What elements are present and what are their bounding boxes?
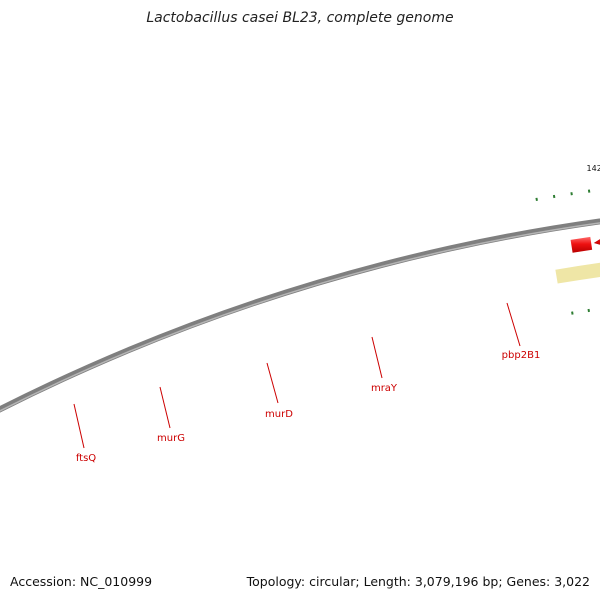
- accession-label: Accession: NC_010999: [10, 574, 153, 589]
- backbone-highlight: [0, 222, 600, 412]
- gene-leader-line: [266, 362, 279, 404]
- gene-label: murG: [157, 433, 185, 444]
- gene-labels: pbp2B1 mraY murD murG ftsQ: [73, 302, 541, 464]
- gene-block-faded: [555, 262, 600, 284]
- cds-arrow-partial: [570, 236, 593, 253]
- kbp-ruler: 1422 kbp1423 kbp1424 kbp1425 kbp1426 kbp…: [535, 164, 600, 202]
- cds-track: [570, 236, 600, 253]
- gene-label: mraY: [371, 383, 398, 394]
- gene-label: ftsQ: [76, 453, 96, 464]
- topology-label: Topology: circular; Length: 3,079,196 bp…: [246, 574, 590, 589]
- gene-leader-line: [371, 336, 383, 379]
- gene-leader-line: [159, 386, 171, 429]
- gene-leader-line: [73, 403, 85, 449]
- cds-arrow: [593, 239, 600, 245]
- map-title: Lactobacillus casei BL23, complete genom…: [146, 10, 454, 26]
- ruler-minor-tick: [535, 197, 538, 202]
- gene-label: pbp2B1: [502, 350, 541, 361]
- gene-leader-line: [506, 302, 521, 347]
- backbone-arc: [0, 218, 600, 413]
- gene-track: [555, 262, 600, 284]
- backbone-circle: [0, 218, 600, 413]
- inner-tick-ring: [571, 308, 590, 315]
- gene-label: murD: [265, 409, 293, 420]
- ruler-label: 1428 kbp: [587, 164, 600, 173]
